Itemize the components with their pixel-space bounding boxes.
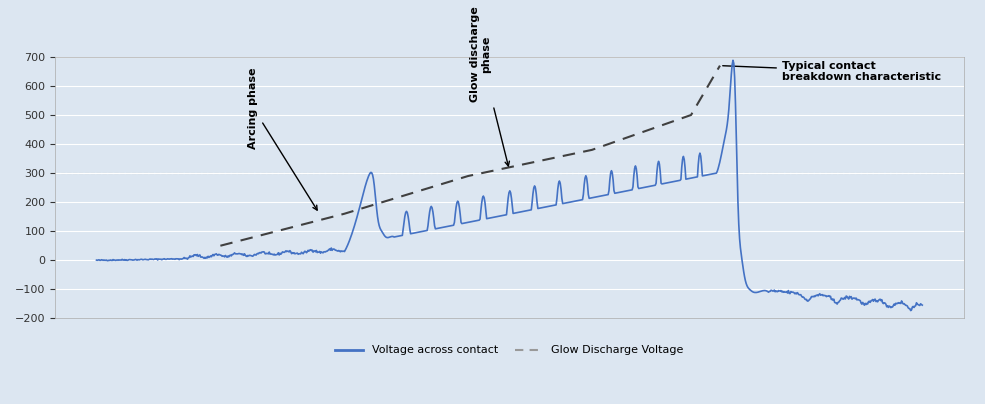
Text: Arcing phase: Arcing phase — [248, 67, 317, 210]
Text: Glow discharge
phase: Glow discharge phase — [470, 7, 509, 166]
Legend: Voltage across contact, Glow Discharge Voltage: Voltage across contact, Glow Discharge V… — [331, 341, 689, 360]
Text: Typical contact
breakdown characteristic: Typical contact breakdown characteristic — [723, 61, 941, 82]
